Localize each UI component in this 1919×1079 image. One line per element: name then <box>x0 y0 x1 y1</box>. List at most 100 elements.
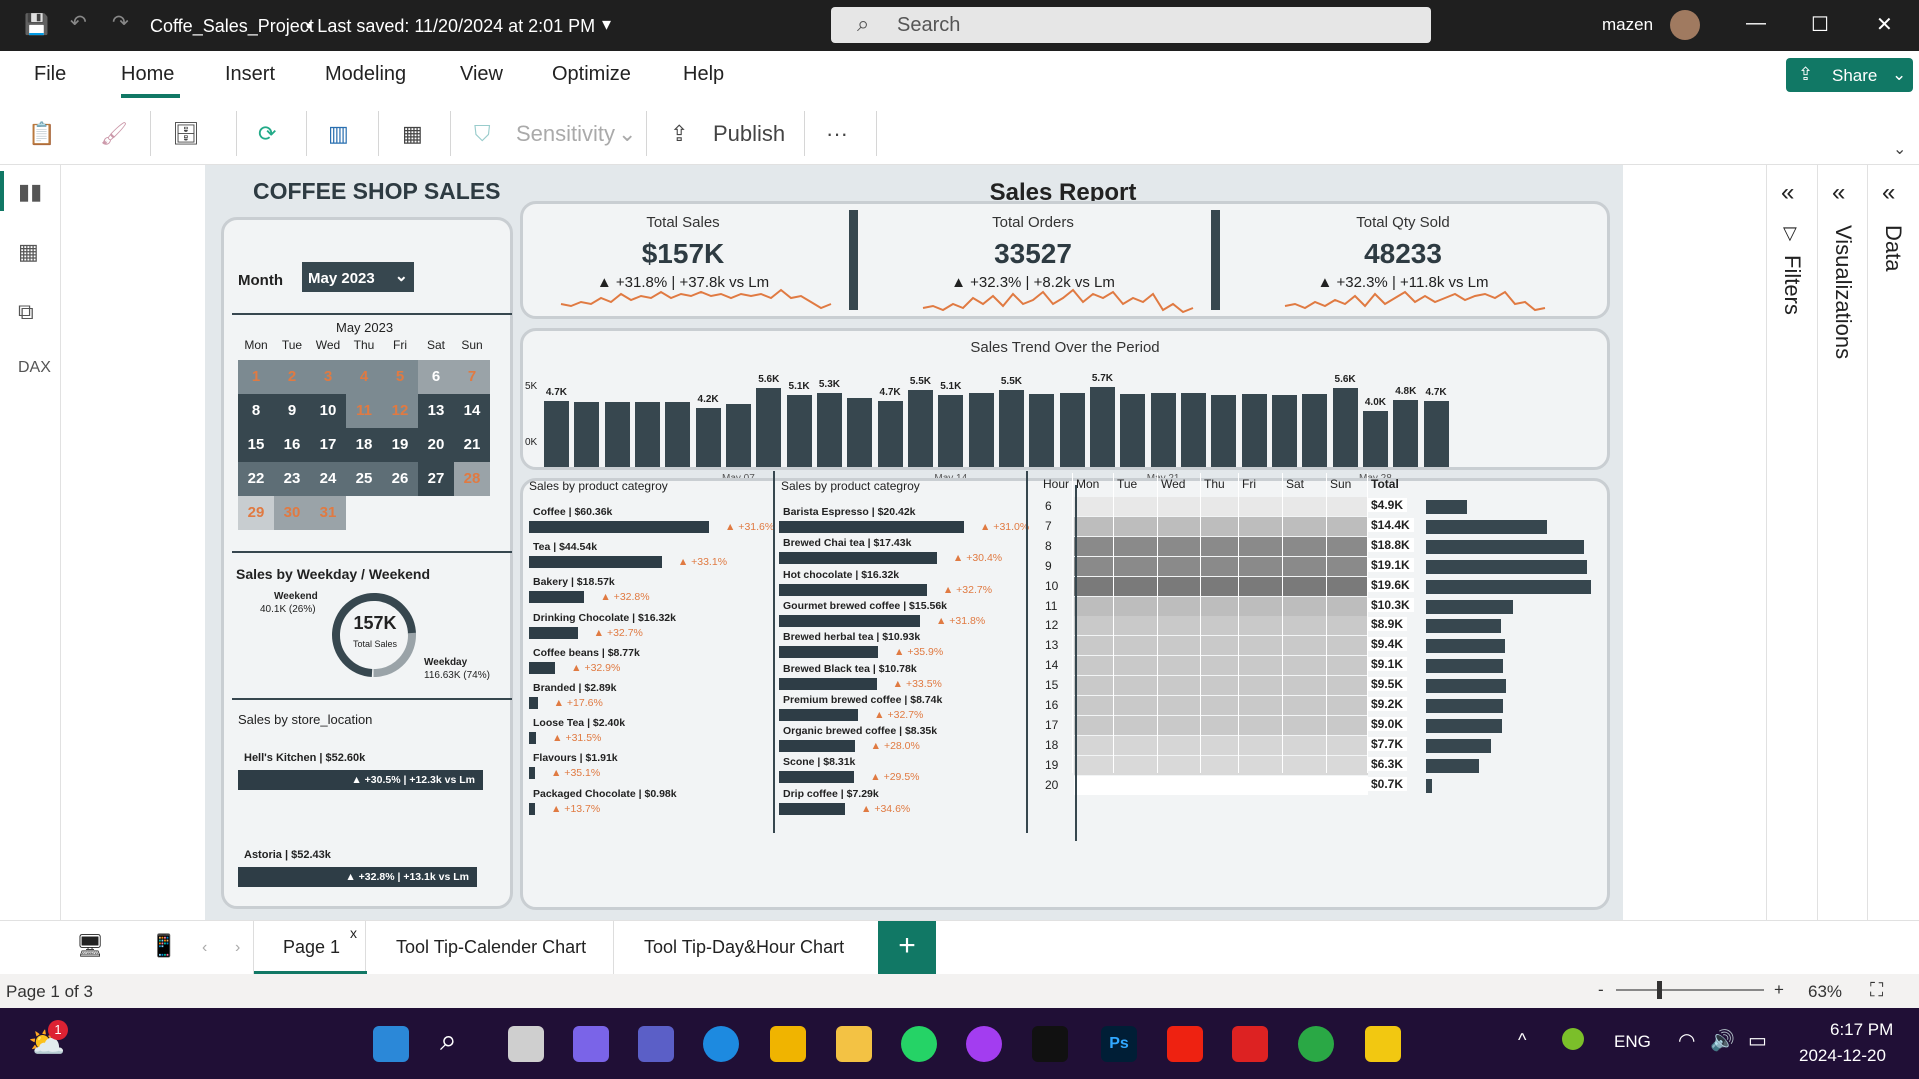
paste-icon[interactable]: 📋 <box>28 121 56 146</box>
trend-bar[interactable] <box>1181 392 1206 467</box>
heatmap-total-bar[interactable] <box>1426 758 1480 773</box>
menu-optimize[interactable]: Optimize <box>552 63 631 85</box>
tray-chevron-icon[interactable]: ^ <box>1518 1030 1527 1050</box>
product-type-bar[interactable] <box>779 677 877 690</box>
calendar-day[interactable]: 20 <box>418 428 454 462</box>
trend-bar[interactable] <box>1423 401 1449 467</box>
minimize-button[interactable]: — <box>1746 12 1766 34</box>
volume-icon[interactable]: 🔊 <box>1710 1030 1735 1052</box>
menu-help[interactable]: Help <box>683 63 725 85</box>
report-view-icon[interactable]: ▮▮ <box>18 179 43 204</box>
heatmap-total-bar[interactable] <box>1426 500 1468 514</box>
start-icon[interactable] <box>373 1026 409 1062</box>
prev-page-icon[interactable]: ‹ <box>202 939 208 956</box>
trend-bar[interactable] <box>695 408 721 467</box>
product-type-bar[interactable] <box>779 802 846 815</box>
category-bar[interactable] <box>529 802 535 815</box>
category-bar[interactable] <box>529 767 535 780</box>
zoom-slider[interactable] <box>1616 989 1764 991</box>
trend-bar[interactable] <box>1059 392 1085 467</box>
save-icon[interactable]: 💾 <box>24 14 49 36</box>
calendar-day[interactable]: 11 <box>346 394 382 428</box>
format-painter-icon[interactable]: 🖌 <box>100 121 128 146</box>
wps-icon[interactable] <box>1232 1026 1268 1062</box>
trend-bar[interactable] <box>1120 394 1146 467</box>
data-pane[interactable]: « Data <box>1868 165 1919 920</box>
menu-view[interactable]: View <box>460 63 503 85</box>
heatmap-row-cells[interactable] <box>1074 616 1368 636</box>
trend-bar[interactable] <box>726 403 751 467</box>
task-view-icon[interactable] <box>508 1026 544 1062</box>
category-bar[interactable] <box>529 521 709 533</box>
share-button[interactable]: ⇪ Share ⌄ <box>1786 58 1913 92</box>
heatmap-total-bar[interactable] <box>1426 579 1591 594</box>
model-view-icon[interactable]: ⧉ <box>18 299 34 324</box>
month-slicer[interactable]: May 2023 ⌄ <box>302 262 414 292</box>
heatmap-row-cells[interactable] <box>1074 676 1368 696</box>
close-tab-icon[interactable]: x <box>350 925 357 941</box>
trend-bar[interactable] <box>1029 394 1055 467</box>
file-explorer-icon[interactable] <box>836 1026 872 1062</box>
product-type-bar[interactable] <box>779 708 859 721</box>
tiktok-icon[interactable] <box>1032 1026 1068 1062</box>
calendar-day[interactable]: 4 <box>346 360 382 394</box>
category-bar[interactable] <box>529 591 585 604</box>
redo-icon[interactable]: ↷ <box>112 12 129 34</box>
calendar-day[interactable]: 15 <box>238 428 274 462</box>
heatmap-total-bar[interactable] <box>1426 679 1506 694</box>
mobile-layout-icon[interactable]: 📱 <box>150 933 178 958</box>
category-bar[interactable] <box>529 556 662 569</box>
trend-bar[interactable] <box>665 402 691 467</box>
product-type-bar[interactable] <box>779 646 879 659</box>
heatmap-row-cells[interactable] <box>1074 656 1368 676</box>
heatmap-row-cells[interactable] <box>1074 596 1368 616</box>
trend-bar[interactable] <box>877 401 903 467</box>
heatmap-total-bar[interactable] <box>1426 559 1587 574</box>
whatsapp-icon[interactable] <box>901 1026 937 1062</box>
trend-bar[interactable] <box>756 388 782 467</box>
filters-pane[interactable]: « ▽ Filters <box>1767 165 1818 920</box>
product-type-bar[interactable] <box>779 614 920 627</box>
heatmap-row-cells[interactable] <box>1074 696 1368 715</box>
powerbi-icon[interactable] <box>1365 1026 1401 1062</box>
search-input[interactable]: ⌕ Search <box>831 7 1431 43</box>
publish-button[interactable]: Publish <box>713 121 786 146</box>
calendar-day[interactable]: 21 <box>454 428 490 462</box>
clock-date[interactable]: 2024-12-20 <box>1799 1046 1886 1065</box>
calendar-day[interactable]: 13 <box>418 394 454 428</box>
avatar[interactable] <box>1670 10 1700 40</box>
product-type-bar[interactable] <box>779 740 855 753</box>
visualizations-pane[interactable]: « Visualizations <box>1818 165 1868 920</box>
category-bar[interactable] <box>529 626 578 639</box>
heatmap-row-cells[interactable] <box>1074 636 1368 656</box>
menu-modeling[interactable]: Modeling <box>325 63 407 85</box>
calendar-day[interactable]: 17 <box>310 428 346 462</box>
trend-bar[interactable] <box>938 395 964 467</box>
teams-icon[interactable] <box>638 1026 674 1062</box>
kpi-total-sales[interactable]: Total Sales $157K ▲ +31.8% | +37.8k vs L… <box>596 214 770 291</box>
menu-home[interactable]: Home <box>121 63 175 85</box>
calendar-day[interactable]: 8 <box>238 394 274 428</box>
edge-icon[interactable] <box>703 1026 739 1062</box>
heatmap-row-cells[interactable] <box>1074 556 1368 576</box>
calendar-day[interactable]: 16 <box>274 428 310 462</box>
photoshop-icon[interactable]: Ps <box>1101 1026 1137 1062</box>
copilot-icon[interactable] <box>573 1026 609 1062</box>
category-bar[interactable] <box>529 697 538 709</box>
heatmap-total-bar[interactable] <box>1426 539 1585 554</box>
heatmap-row-cells[interactable] <box>1074 715 1368 735</box>
product-type-bar[interactable] <box>779 521 964 533</box>
calendar-day[interactable]: 9 <box>274 394 310 428</box>
calendar-day[interactable]: 1 <box>238 360 274 394</box>
heatmap-total-bar[interactable] <box>1426 699 1504 713</box>
trend-bar[interactable] <box>574 402 600 467</box>
trend-bar[interactable] <box>786 395 812 467</box>
calendar-day[interactable]: 30 <box>274 496 310 530</box>
trend-bar[interactable] <box>968 392 994 467</box>
heatmap-total-bar[interactable] <box>1426 519 1548 534</box>
trend-bar[interactable] <box>1090 387 1115 467</box>
heatmap-row-cells[interactable] <box>1074 536 1368 556</box>
last-saved[interactable]: • Last saved: 11/20/2024 at 2:01 PM <box>306 16 596 36</box>
product-type-bar[interactable] <box>779 583 927 596</box>
heatmap-total-bar[interactable] <box>1426 619 1501 634</box>
